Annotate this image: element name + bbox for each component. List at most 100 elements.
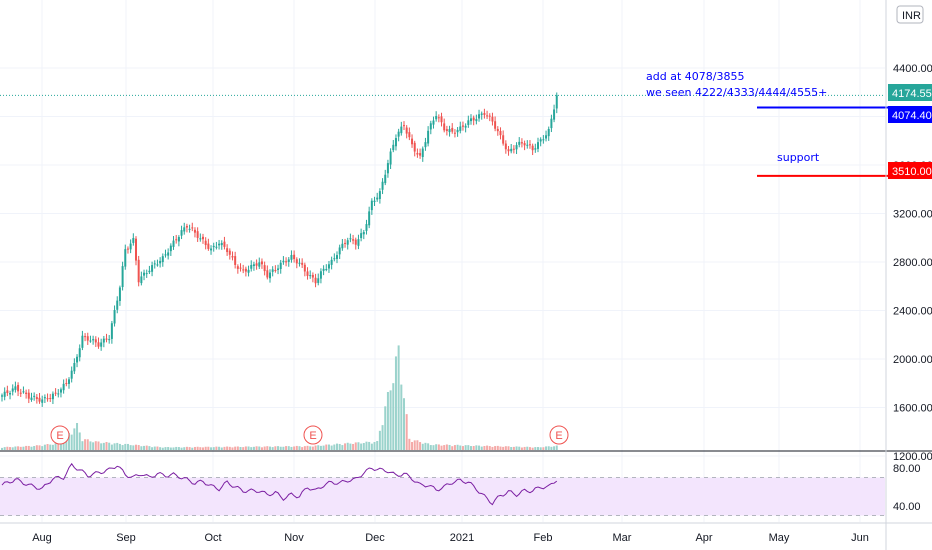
volume-bar xyxy=(295,445,298,450)
candle-body xyxy=(327,264,330,269)
volume-bar xyxy=(226,446,229,450)
volume-bar xyxy=(73,428,76,450)
volume-bar xyxy=(526,446,529,450)
candle-body xyxy=(92,339,95,341)
candle-body xyxy=(311,274,314,278)
rsi-tick-label: 40.00 xyxy=(893,501,921,513)
volume-bar xyxy=(135,444,137,450)
volume-bar xyxy=(228,446,231,450)
volume-bar xyxy=(349,443,352,450)
volume-bar xyxy=(62,440,65,450)
candle-body xyxy=(416,152,419,155)
candle-body xyxy=(386,163,389,174)
volume-bar xyxy=(421,443,424,450)
volume-bar xyxy=(220,447,223,450)
candle-body xyxy=(392,144,395,151)
annotation-line1: add at 4078/3855 xyxy=(646,70,744,83)
volume-bar xyxy=(507,446,510,450)
resistance-text: 4074.40 xyxy=(892,110,932,122)
candle-body xyxy=(397,131,400,137)
volume-bar xyxy=(357,442,360,450)
candle-body xyxy=(110,323,113,339)
candle-body xyxy=(108,339,111,341)
volume-bar xyxy=(266,446,269,450)
volume-bar xyxy=(539,447,542,450)
y-tick-label: 3200.00 xyxy=(893,209,932,221)
candle-body xyxy=(14,386,17,390)
volume-bar xyxy=(360,443,363,450)
candle-body xyxy=(33,395,36,397)
candle-body xyxy=(102,338,105,343)
candle-body xyxy=(518,141,521,145)
volume-bar xyxy=(84,439,87,450)
candle-body xyxy=(113,310,116,324)
candle-body xyxy=(207,243,210,249)
volume-bar xyxy=(57,442,60,450)
candle-body xyxy=(445,129,448,131)
volume-bar xyxy=(247,446,250,450)
candle-body xyxy=(413,142,416,152)
volume-bar xyxy=(365,441,368,450)
candle-body xyxy=(330,259,333,265)
volume-bar xyxy=(102,442,105,450)
candle-body xyxy=(218,243,221,246)
currency-box[interactable] xyxy=(896,5,924,24)
volume-bar xyxy=(210,447,213,450)
volume-bar xyxy=(185,446,188,450)
candle-body xyxy=(175,239,178,241)
volume-bar xyxy=(65,435,68,450)
candle-body xyxy=(429,123,432,130)
volume-bar xyxy=(327,444,330,450)
volume-bar xyxy=(204,446,207,450)
volume-bar xyxy=(126,443,129,450)
volume-bar xyxy=(255,446,258,450)
candle-body xyxy=(322,268,325,271)
volume-bar xyxy=(290,446,293,450)
candle-body xyxy=(193,229,196,233)
volume-bar xyxy=(43,444,46,450)
x-tick-label: Feb xyxy=(534,532,553,544)
volume-bar xyxy=(14,446,17,450)
candle-body xyxy=(360,233,363,239)
volume-bar xyxy=(285,446,288,450)
volume-bar xyxy=(344,443,347,450)
volume-bar xyxy=(38,445,41,450)
volume-bar xyxy=(338,443,341,450)
candle-body xyxy=(346,240,349,245)
volume-bar xyxy=(49,444,52,450)
candle-body xyxy=(84,336,87,338)
volume-bar xyxy=(555,445,558,450)
candle-body xyxy=(234,256,237,265)
candle-body xyxy=(290,255,293,260)
candle-body xyxy=(448,129,451,133)
volume-bar xyxy=(183,447,186,450)
volume-bar xyxy=(231,447,234,450)
rsi-band xyxy=(0,477,885,516)
volume-bar xyxy=(277,446,280,450)
candle-body xyxy=(534,148,537,150)
volume-bar xyxy=(274,446,277,450)
volume-bar xyxy=(480,446,483,450)
candle-body xyxy=(480,113,483,115)
volume-bar xyxy=(78,432,81,450)
volume-bar xyxy=(86,439,89,450)
y-tick-label: 1200.00 xyxy=(893,451,932,463)
candle-body xyxy=(78,348,81,358)
candle-body xyxy=(220,243,223,246)
candle-body xyxy=(456,129,459,133)
candle-body xyxy=(11,388,14,392)
volume-bar xyxy=(523,446,526,450)
volume-bar xyxy=(528,447,531,450)
volume-bar xyxy=(368,441,371,450)
candle-body xyxy=(411,138,414,145)
candle-body xyxy=(223,241,226,247)
x-tick-label: 2021 xyxy=(450,532,474,544)
volume-bar xyxy=(161,447,164,450)
volume-bar xyxy=(164,447,167,450)
candle-body xyxy=(27,392,30,399)
candle-body xyxy=(303,264,306,272)
volume-bar xyxy=(394,356,397,450)
candle-body xyxy=(405,127,408,134)
